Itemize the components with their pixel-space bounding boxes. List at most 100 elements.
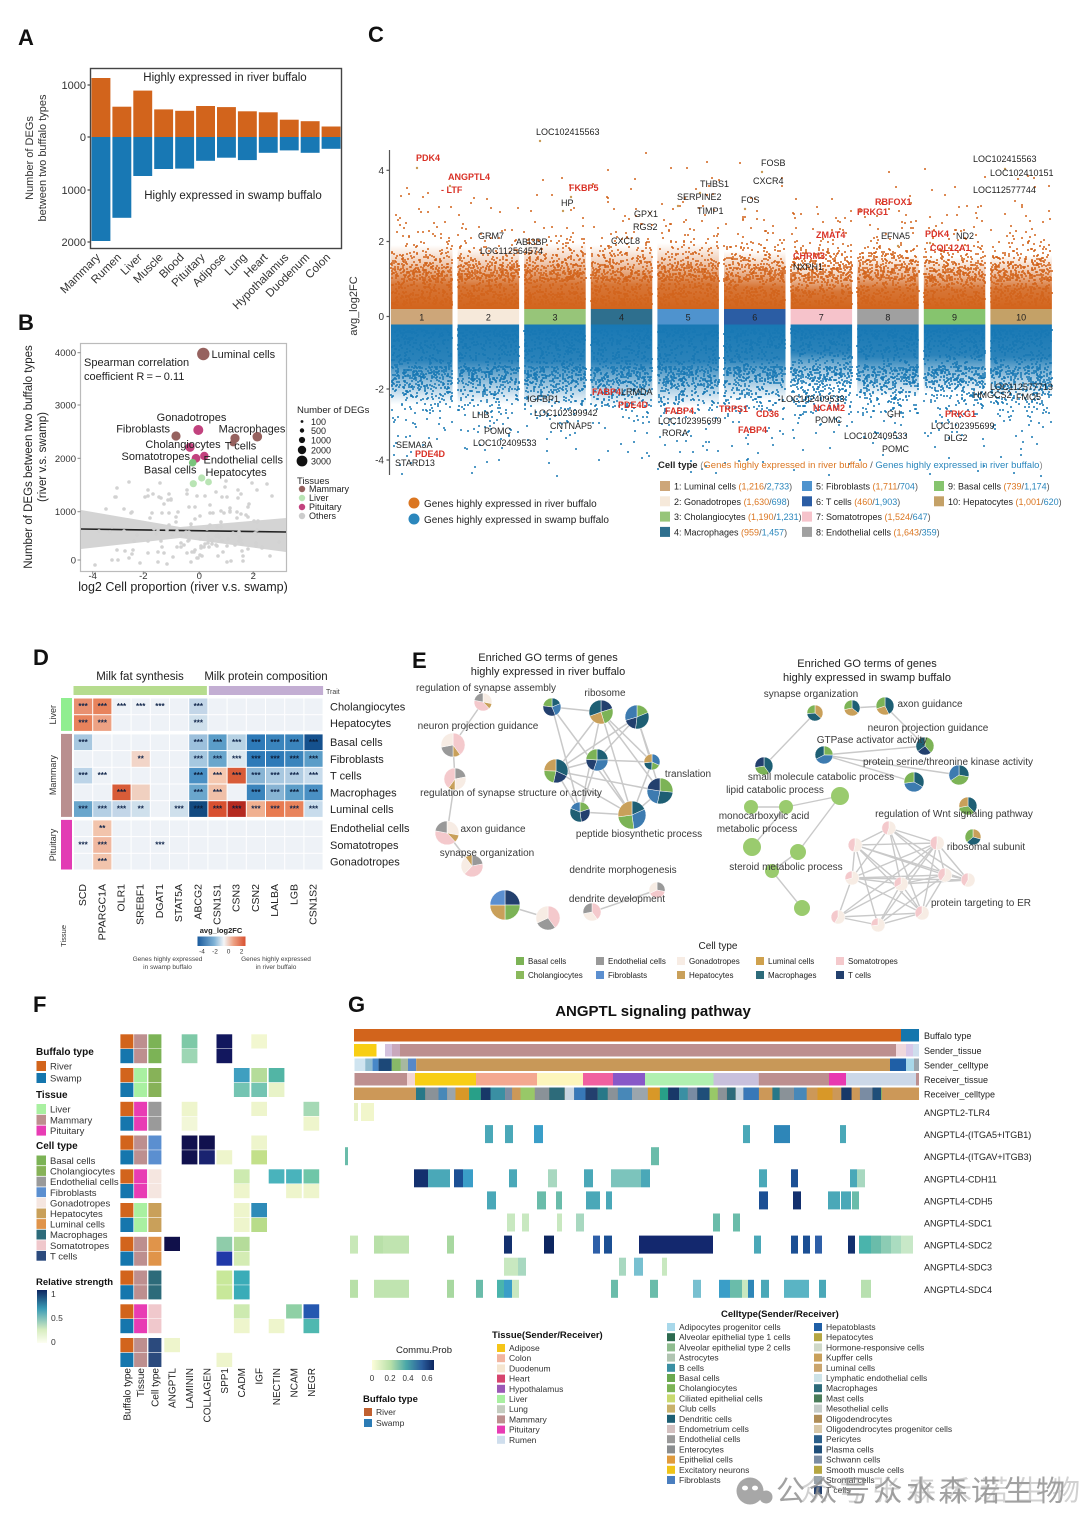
svg-text:Basal cells: Basal cells [144, 465, 197, 477]
svg-text:LOC102409533: LOC102409533 [473, 438, 537, 448]
svg-text:***: *** [213, 805, 223, 814]
svg-text:Luminal cells: Luminal cells [826, 1363, 875, 1373]
svg-text:ANGPTL signaling pathway: ANGPTL signaling pathway [555, 1003, 751, 1020]
svg-text:Macrophages: Macrophages [768, 971, 816, 980]
svg-text:avg_log2FC: avg_log2FC [200, 926, 243, 935]
svg-text:Basal cells: Basal cells [528, 957, 566, 966]
svg-text:0: 0 [71, 556, 76, 567]
svg-text:Endothelial cells: Endothelial cells [204, 454, 284, 466]
svg-text:CSN1S2: CSN1S2 [308, 884, 320, 925]
svg-text:0: 0 [80, 132, 86, 144]
svg-text:FOSB: FOSB [761, 158, 786, 168]
svg-text:***: *** [232, 755, 242, 764]
svg-text:Excitatory neurons: Excitatory neurons [679, 1465, 749, 1475]
svg-text:Number of DEGs between two buf: Number of DEGs between two buffalo types [23, 345, 35, 569]
svg-text:***: *** [194, 771, 204, 780]
svg-text:T cells: T cells [826, 1485, 850, 1495]
svg-text:SPP1: SPP1 [220, 1368, 231, 1394]
svg-text:Plasma cells: Plasma cells [826, 1444, 874, 1454]
svg-text:Tissue: Tissue [36, 1090, 68, 1101]
svg-text:CXCL8: CXCL8 [611, 236, 640, 246]
svg-text:Gonadotropes: Gonadotropes [689, 957, 740, 966]
svg-text:Fibroblasts: Fibroblasts [679, 1475, 721, 1485]
svg-text:LOC102395699: LOC102395699 [931, 421, 995, 431]
svg-text:STAT5A: STAT5A [173, 884, 185, 922]
svg-text:Liver: Liver [48, 705, 58, 725]
svg-text:T cells: T cells [330, 771, 362, 783]
svg-text:Tissue(Sender/Receiver): Tissue(Sender/Receiver) [492, 1330, 603, 1341]
svg-text:ANGPTL4-SDC3: ANGPTL4-SDC3 [924, 1263, 992, 1273]
svg-text:synapse organization: synapse organization [440, 848, 535, 859]
svg-text:2000: 2000 [62, 237, 86, 249]
svg-text:Macrophages: Macrophages [330, 787, 397, 799]
svg-text:LOC102415563: LOC102415563 [973, 154, 1037, 164]
svg-text:ANGPTL4-SDC4: ANGPTL4-SDC4 [924, 1285, 992, 1295]
svg-text:-2: -2 [139, 571, 147, 582]
svg-text:D: D [33, 645, 49, 670]
svg-text:neuron projection guidance: neuron projection guidance [418, 721, 539, 732]
svg-text:7: 7 [819, 313, 824, 323]
svg-text:Enterocytes: Enterocytes [679, 1444, 724, 1454]
svg-text:众号张森禾诺生物: 众号张森禾诺生物 [800, 1475, 1080, 1506]
svg-text:***: *** [270, 738, 280, 747]
svg-text:1: 1 [419, 313, 424, 323]
svg-text:axon guidance: axon guidance [897, 699, 962, 710]
svg-text:LOC112577744: LOC112577744 [973, 185, 1036, 195]
svg-text:4: 4 [619, 313, 624, 323]
svg-text:Mammary: Mammary [48, 755, 58, 795]
svg-text:CSN2: CSN2 [250, 884, 262, 912]
svg-text:Celltype(Sender/Receiver): Celltype(Sender/Receiver) [721, 1309, 839, 1320]
svg-text:***: *** [98, 805, 108, 814]
svg-text:Adipocytes progenitor cells: Adipocytes progenitor cells [679, 1322, 781, 1332]
svg-text:5: Fibroblasts (1,711/704): 5: Fibroblasts (1,711/704) [816, 482, 918, 492]
svg-text:LOC112577713: LOC112577713 [990, 382, 1053, 392]
svg-text:NEGR: NEGR [307, 1368, 318, 1397]
svg-text:3000: 3000 [311, 457, 331, 467]
svg-text:Milk fat synthesis: Milk fat synthesis [96, 671, 184, 683]
svg-text:Club cells: Club cells [679, 1404, 716, 1414]
svg-text:PDK4: PDK4 [925, 229, 949, 239]
svg-text:***: *** [194, 805, 204, 814]
svg-text:Luminal cells: Luminal cells [212, 349, 276, 361]
svg-text:Mammary: Mammary [309, 484, 349, 494]
svg-text:GRM7: GRM7 [478, 231, 504, 241]
svg-text:***: *** [232, 805, 242, 814]
svg-text:Macrophages: Macrophages [50, 1230, 108, 1241]
svg-text:Pituitary: Pituitary [48, 828, 58, 861]
svg-text:C: C [368, 22, 384, 47]
svg-text:log2 Cell proportion (river v.: log2 Cell proportion (river v.s. swamp) [78, 580, 288, 594]
svg-text:***: *** [98, 702, 108, 711]
svg-text:Number of DEGs: Number of DEGs [297, 405, 370, 416]
svg-text:FOS: FOS [741, 195, 760, 205]
svg-text:POMC: POMC [882, 444, 910, 454]
svg-text:***: *** [194, 755, 204, 764]
svg-text:4000: 4000 [55, 348, 76, 359]
svg-text:ABCG2: ABCG2 [192, 884, 204, 920]
svg-text:Commu.Prob: Commu.Prob [396, 1345, 452, 1356]
svg-text:-4: -4 [199, 949, 205, 956]
svg-text:protein targeting to ER: protein targeting to ER [931, 898, 1031, 909]
svg-text:6: T cells (460/1,903): 6: T cells (460/1,903) [816, 497, 900, 507]
svg-text:Hepatocytes: Hepatocytes [206, 467, 268, 479]
svg-text:steroid metabolic process: steroid metabolic process [729, 862, 842, 873]
svg-text:***: *** [290, 771, 300, 780]
svg-text:***: *** [290, 788, 300, 797]
svg-text:Milk protein composition: Milk protein composition [204, 671, 327, 683]
svg-text:***: *** [174, 805, 184, 814]
svg-text:LOC102409533: LOC102409533 [844, 431, 908, 441]
svg-text:EFNA5: EFNA5 [881, 231, 910, 241]
svg-text:***: *** [290, 805, 300, 814]
svg-text:Swamp: Swamp [376, 1418, 405, 1428]
svg-text:***: *** [117, 702, 127, 711]
svg-text:Dendritic cells: Dendritic cells [679, 1414, 732, 1424]
svg-text:***: *** [155, 702, 165, 711]
svg-text:Tissue: Tissue [59, 925, 68, 947]
svg-text:LRMDA: LRMDA [621, 387, 653, 397]
svg-text:1000: 1000 [62, 185, 86, 197]
svg-text:monocarboxylic acid: monocarboxylic acid [719, 811, 810, 822]
svg-text:Smooth muscle cells: Smooth muscle cells [826, 1465, 904, 1475]
svg-text:1000: 1000 [62, 80, 86, 92]
svg-text:Cholangiocytes: Cholangiocytes [330, 701, 406, 713]
svg-text:Alveolar epithelial type 2 cel: Alveolar epithelial type 2 cells [679, 1342, 791, 1352]
svg-text:2: 2 [486, 313, 491, 323]
